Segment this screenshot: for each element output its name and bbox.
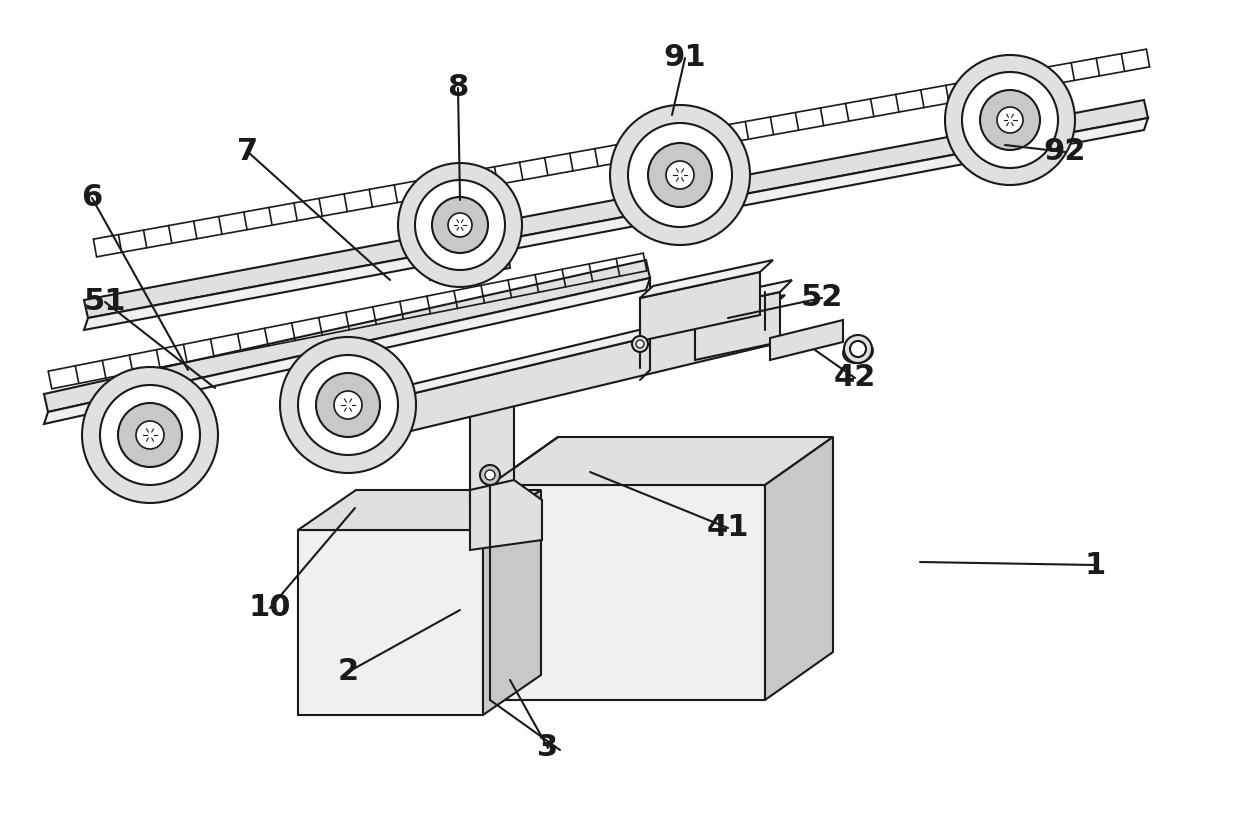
Polygon shape [489,485,764,700]
Ellipse shape [843,341,873,363]
Text: 42: 42 [834,364,876,392]
Circle shape [850,341,866,357]
Polygon shape [483,490,541,715]
Text: 6: 6 [82,183,103,212]
Circle shape [118,403,182,467]
Polygon shape [84,118,1149,330]
Circle shape [945,55,1075,185]
Polygon shape [45,260,650,412]
Circle shape [961,72,1058,168]
Text: 52: 52 [800,283,844,313]
Circle shape [632,336,648,352]
Text: 91: 91 [664,43,706,73]
Text: 8: 8 [447,74,468,103]
Text: 1: 1 [1084,550,1105,579]
Circle shape [398,163,522,287]
Polygon shape [299,490,541,530]
Text: 51: 51 [84,288,126,317]
Polygon shape [366,295,786,405]
Circle shape [136,421,164,449]
Text: 3: 3 [538,733,559,762]
Circle shape [299,355,398,455]
Circle shape [415,180,506,270]
Circle shape [844,335,872,363]
Polygon shape [45,278,650,424]
Polygon shape [764,437,833,700]
Polygon shape [769,320,843,360]
Circle shape [484,470,496,480]
Polygon shape [470,480,541,550]
Circle shape [82,367,218,503]
Circle shape [980,90,1040,150]
Circle shape [280,337,416,473]
Circle shape [636,340,644,348]
Circle shape [667,161,694,189]
Text: 2: 2 [337,657,358,686]
Polygon shape [489,437,833,485]
Circle shape [335,391,362,419]
Polygon shape [299,530,483,715]
Polygon shape [695,292,781,360]
Polygon shape [84,100,1149,318]
Polygon shape [470,375,514,500]
Text: 10: 10 [249,594,291,623]
Polygon shape [641,272,760,341]
Polygon shape [641,260,773,298]
Circle shape [610,105,750,245]
Circle shape [316,373,380,437]
Circle shape [648,143,712,207]
Circle shape [997,107,1023,133]
Polygon shape [695,280,792,310]
Text: 7: 7 [238,137,259,166]
Polygon shape [366,308,769,442]
Circle shape [100,385,199,485]
Polygon shape [420,188,510,280]
Text: 92: 92 [1043,137,1087,166]
Text: 41: 41 [706,513,750,543]
Circle shape [449,213,472,237]
Circle shape [628,123,732,227]
Circle shape [432,197,488,253]
Circle shape [479,465,501,485]
